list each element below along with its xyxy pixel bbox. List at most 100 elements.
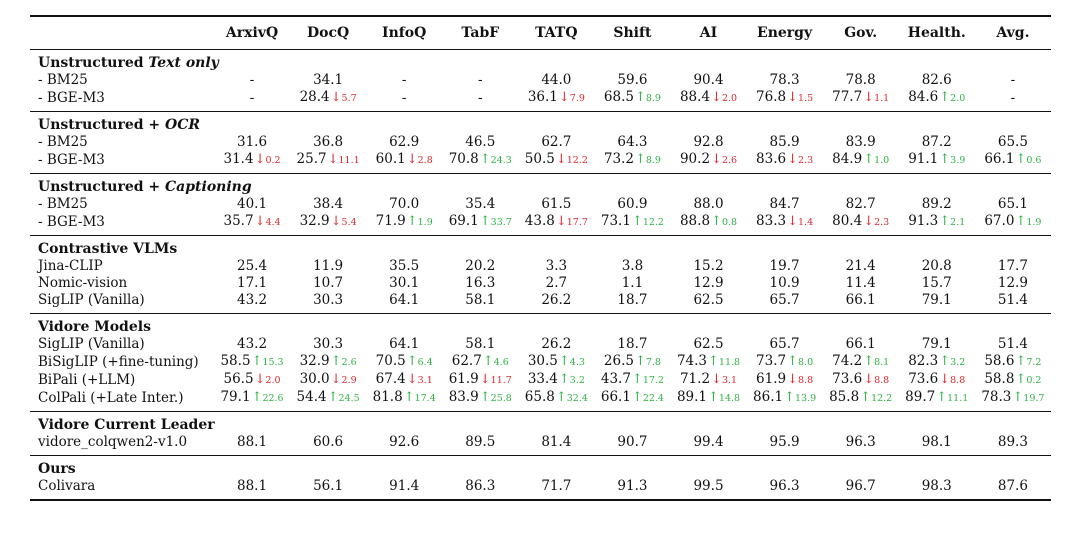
- delta-value: 1.9: [417, 217, 433, 228]
- cell-value: 60.6: [313, 434, 344, 450]
- cell-value: 96.3: [769, 478, 800, 494]
- table-cell: 83.6↓2.3: [747, 151, 823, 174]
- cell-value: 68.5: [603, 89, 634, 105]
- cell-value: 76.8: [756, 89, 787, 105]
- table-cell: 74.3↑11.8: [670, 353, 746, 371]
- cell-value: 86.1: [753, 389, 784, 405]
- section-title-suffix: Text only: [148, 55, 219, 71]
- arrow-up-icon: ↑: [711, 214, 722, 229]
- column-header: Health.: [898, 15, 975, 50]
- cell-value: -: [477, 72, 483, 88]
- delta-up: ↑12.2: [860, 390, 892, 405]
- table-cell: 68.5↑8.9: [594, 89, 670, 112]
- table-row: Nomic-vision 17.1 10.7 30.1 16.3 2.7 1.1 12.9 10…: [30, 275, 1051, 292]
- cell-value: 67.4: [375, 371, 406, 387]
- delta-up: ↑25.8: [480, 390, 512, 405]
- arrow-up-icon: ↑: [631, 372, 643, 387]
- column-header: AI: [670, 15, 747, 50]
- table-cell: 86.3: [442, 478, 519, 501]
- table-cell: 64.3: [594, 134, 670, 151]
- cell-value: 20.8: [921, 258, 952, 274]
- delta-up: ↑3.2: [559, 372, 585, 387]
- cell-value: 96.3: [845, 434, 876, 450]
- row-label: BiPali (+LLM): [38, 371, 136, 388]
- delta-up: ↑4.6: [483, 354, 509, 369]
- table-cell: 60.1↓2.8: [366, 151, 442, 174]
- row-label: - BGE-M3: [38, 89, 105, 106]
- cell-value: 28.4: [299, 89, 330, 105]
- cell-value: 30.3: [313, 292, 344, 308]
- cell-value: 99.5: [693, 478, 724, 494]
- table-cell: -: [214, 89, 290, 112]
- table-cell: 89.1↑14.8: [670, 389, 746, 412]
- table-cell: 43.2: [214, 292, 290, 314]
- arrow-up-icon: ↑: [634, 354, 646, 369]
- arrow-down-icon: ↓: [787, 214, 799, 229]
- table-cell: -: [442, 72, 518, 89]
- table-cell: 65.8↑32.4: [518, 389, 594, 412]
- arrow-up-icon: ↑: [327, 390, 339, 405]
- table-cell: 26.5↑7.8: [594, 353, 670, 371]
- delta-value: 8.0: [798, 357, 814, 368]
- delta-value: 2.0: [721, 93, 738, 104]
- cell-value: 98.3: [921, 478, 952, 494]
- arrow-up-icon: ↑: [406, 214, 418, 229]
- cell-value: 15.7: [921, 275, 952, 291]
- delta-up: ↑14.8: [708, 390, 740, 405]
- table-row: Colivara 88.1 56.1 91.4 86.3 71.7 91.3 99.5 96.3…: [30, 478, 1051, 501]
- table-cell: 84.9↑1.0: [823, 151, 899, 174]
- table-cell: 18.7: [594, 292, 670, 314]
- cell-value: 80.4: [832, 213, 863, 229]
- cell-value: 89.5: [465, 434, 496, 450]
- table-cell: 43.8↓17.7: [518, 213, 594, 236]
- table-cell: 66.1: [823, 336, 899, 353]
- table-cell: 21.4: [823, 258, 899, 275]
- arrow-up-icon: ↑: [631, 214, 643, 229]
- delta-up: ↑15.3: [252, 354, 284, 369]
- column-header: DocQ: [290, 15, 367, 50]
- table-cell: 88.1: [214, 434, 290, 456]
- delta-value: 12.2: [566, 155, 588, 166]
- arrow-down-icon: ↓: [711, 372, 722, 387]
- table-row: SigLIP (Vanilla) 43.2 30.3 64.1 58.1 26.2 18.7…: [30, 292, 1051, 314]
- cell-value: 43.7: [600, 371, 631, 387]
- table-cell: 91.3: [594, 478, 671, 501]
- cell-value: 73.1: [600, 213, 631, 229]
- table-cell: 69.1↑33.7: [442, 213, 518, 236]
- column-header: Shift: [594, 15, 671, 50]
- cell-value: -: [1010, 89, 1016, 106]
- table-cell: 83.9↑25.8: [442, 389, 518, 412]
- table-cell: 20.2: [442, 258, 518, 275]
- cell-value: 12.9: [997, 275, 1028, 291]
- table-cell: 61.9↓8.8: [747, 371, 823, 389]
- table-cell: 90.4: [670, 72, 746, 89]
- table-cell: 30.0↓2.9: [290, 371, 366, 389]
- arrow-down-icon: ↓: [863, 372, 875, 387]
- table-cell: 26.2: [518, 292, 594, 314]
- arrow-up-icon: ↑: [555, 390, 567, 405]
- cell-value: 35.4: [465, 196, 496, 212]
- table-cell: 51.4: [975, 336, 1051, 353]
- table-cell: 89.3: [975, 434, 1051, 456]
- delta-value: 1.1: [874, 93, 890, 104]
- delta-down: ↓1.4: [787, 214, 813, 229]
- cell-value: 62.7: [451, 353, 482, 369]
- cell-value: 18.7: [617, 292, 648, 308]
- cell-value: 70.5: [375, 353, 406, 369]
- delta-down: ↓5.4: [331, 214, 357, 229]
- cell-value: 65.5: [997, 134, 1028, 150]
- table-cell: -: [975, 89, 1051, 112]
- delta-value: 17.7: [566, 217, 588, 228]
- cell-value: 67.0: [984, 213, 1015, 229]
- table-cell: 80.4↓2.3: [823, 213, 899, 236]
- cell-value: 92.6: [389, 434, 420, 450]
- delta-up: ↑2.0: [939, 90, 965, 105]
- table-cell: 81.4: [518, 434, 594, 456]
- cell-value: 89.3: [997, 434, 1028, 450]
- delta-up: ↑8.0: [787, 354, 814, 369]
- table-cell: 82.6: [899, 72, 975, 89]
- arrow-down-icon: ↓: [863, 90, 875, 105]
- arrow-up-icon: ↑: [631, 390, 643, 405]
- cell-value: 60.1: [375, 151, 406, 167]
- section-title: Ours: [30, 455, 1051, 478]
